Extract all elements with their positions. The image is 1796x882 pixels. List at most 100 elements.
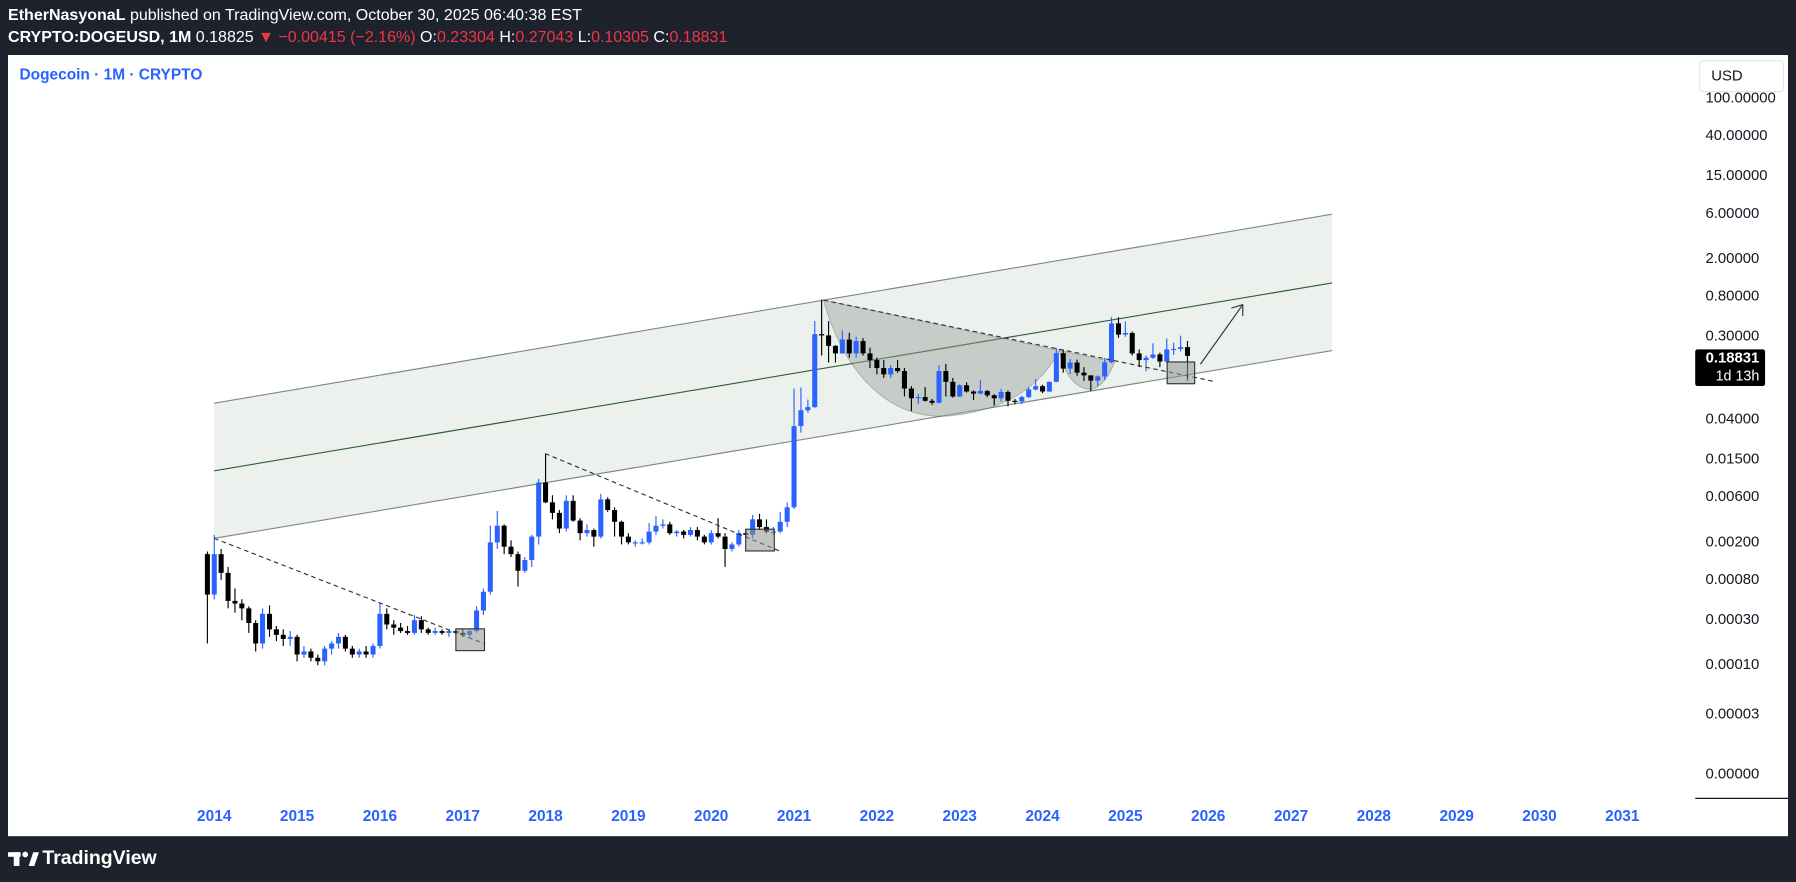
candle-body bbox=[570, 500, 576, 521]
candle-body bbox=[246, 608, 252, 624]
candle-body bbox=[322, 648, 328, 662]
candle-body bbox=[1143, 357, 1149, 361]
candle-body bbox=[577, 520, 583, 534]
candle-body bbox=[977, 390, 983, 394]
candle-body bbox=[653, 525, 659, 532]
candle-body bbox=[812, 334, 818, 408]
currency-box[interactable] bbox=[1699, 60, 1784, 93]
y-tick-label: 0.00200 bbox=[1706, 534, 1760, 550]
candle-body bbox=[1102, 362, 1108, 377]
candle-body bbox=[404, 631, 411, 633]
candle-body bbox=[377, 613, 383, 646]
x-tick-label: 2025 bbox=[1108, 808, 1143, 825]
candle-body bbox=[839, 339, 845, 354]
candle-body bbox=[522, 560, 528, 571]
ohlc-value: 0.18831 bbox=[669, 28, 727, 46]
candle-body bbox=[874, 360, 880, 369]
y-tick-label: 0.00080 bbox=[1706, 572, 1760, 588]
candle-body bbox=[895, 368, 901, 372]
x-tick-label: 2021 bbox=[777, 808, 812, 825]
plot bbox=[204, 299, 1190, 666]
candle-body bbox=[1109, 323, 1115, 363]
candle-body bbox=[1184, 347, 1190, 356]
candle-body bbox=[791, 426, 797, 508]
x-tick-label: 2030 bbox=[1522, 808, 1556, 825]
candle-body bbox=[1040, 386, 1046, 392]
x-tick-label: 2026 bbox=[1191, 808, 1226, 825]
ohlc-label: H: bbox=[499, 28, 515, 46]
candle-body bbox=[480, 591, 486, 611]
currency[interactable]: USD bbox=[1711, 69, 1743, 85]
candle-body bbox=[563, 500, 569, 529]
candle-body bbox=[860, 341, 866, 354]
candle-body bbox=[239, 603, 245, 609]
candle-body bbox=[681, 531, 687, 535]
candle-body bbox=[943, 371, 949, 382]
candle-body bbox=[549, 502, 555, 513]
published: published on TradingView.com, October 30… bbox=[126, 6, 583, 24]
x-tick-label: 2022 bbox=[860, 808, 894, 825]
handle bbox=[1058, 349, 1116, 390]
candle-body bbox=[798, 410, 804, 427]
x-tick-label: 2029 bbox=[1439, 808, 1474, 825]
candle-body bbox=[598, 499, 604, 537]
candle-body bbox=[867, 353, 873, 361]
candle-body bbox=[729, 544, 735, 550]
last-price: 0.18825 bbox=[196, 28, 254, 46]
candle-body bbox=[660, 524, 666, 526]
arrow-head bbox=[1231, 303, 1244, 317]
brand: TradingView bbox=[42, 847, 157, 869]
candle-body bbox=[591, 530, 597, 537]
candle-body bbox=[1053, 353, 1059, 382]
candle-body bbox=[674, 531, 680, 534]
candle-body bbox=[756, 519, 763, 528]
candle-body bbox=[750, 519, 756, 535]
y-tick-label: 0.01500 bbox=[1706, 452, 1760, 468]
candle-body bbox=[260, 613, 266, 644]
y-tick-label: 0.30000 bbox=[1706, 329, 1760, 345]
candle-body bbox=[722, 536, 728, 550]
candle-body bbox=[349, 648, 355, 655]
candle-body bbox=[232, 600, 238, 604]
trendlines bbox=[213, 299, 1215, 645]
x-tick-label: 2023 bbox=[943, 808, 978, 825]
candle-body bbox=[708, 533, 714, 543]
candle-body bbox=[1074, 362, 1080, 373]
candle-body bbox=[1060, 353, 1066, 369]
candle-body bbox=[964, 385, 970, 392]
y-tick-label: 0.00010 bbox=[1706, 657, 1760, 673]
y-tick-label: 15.00000 bbox=[1706, 168, 1768, 184]
candle-body bbox=[398, 627, 404, 632]
candle-body bbox=[1150, 354, 1156, 358]
y-tick-label: 0.00030 bbox=[1706, 612, 1760, 628]
candle-body bbox=[418, 620, 424, 630]
candle-body bbox=[301, 651, 307, 655]
price-label-box bbox=[1695, 349, 1766, 387]
candle-body bbox=[273, 629, 279, 635]
y-tick-label: 100.00000 bbox=[1706, 90, 1776, 106]
channel-lower bbox=[214, 349, 1333, 539]
candle-body bbox=[694, 530, 700, 537]
change: ▼ −0.00415 (−2.16%) bbox=[258, 28, 415, 46]
candle-body bbox=[901, 371, 907, 389]
range-box bbox=[745, 528, 775, 552]
x-tick-label: 2017 bbox=[446, 808, 480, 825]
ohlc-value: 0.23304 bbox=[437, 28, 495, 46]
symbol-line: CRYPTO:DOGEUSD, 1M 0.18825 ▼ −0.00415 (−… bbox=[8, 28, 727, 46]
candle-body bbox=[646, 531, 652, 543]
candle-body bbox=[922, 397, 928, 401]
candle-body bbox=[294, 636, 300, 655]
candle-body bbox=[543, 482, 549, 503]
candle-body bbox=[1067, 362, 1073, 369]
candle-body bbox=[936, 371, 942, 403]
candle-body bbox=[908, 388, 914, 399]
candle-body bbox=[584, 530, 590, 534]
candle-body bbox=[536, 482, 542, 537]
candle-body bbox=[1026, 389, 1032, 398]
candle-body bbox=[984, 390, 990, 396]
candle-body bbox=[1129, 332, 1135, 354]
symbol: CRYPTO:DOGEUSD, 1M bbox=[8, 28, 191, 46]
x-tick-label: 2018 bbox=[528, 808, 563, 825]
candle-body bbox=[515, 554, 521, 571]
x-tick-label: 2020 bbox=[694, 808, 728, 825]
